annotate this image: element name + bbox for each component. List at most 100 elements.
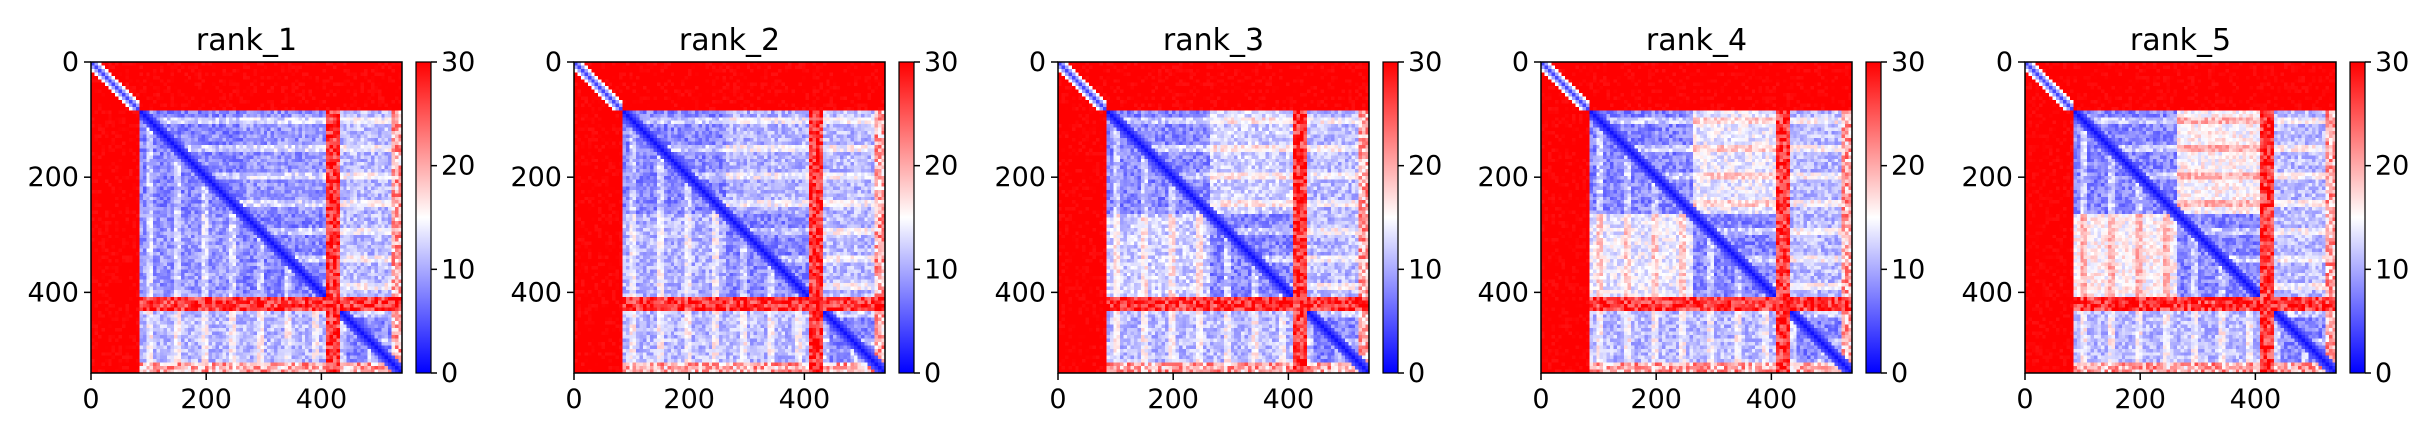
heatmap-cell xyxy=(391,86,396,91)
heatmap-cell xyxy=(132,100,137,105)
heatmap-cell xyxy=(367,131,372,136)
heatmap-cell xyxy=(339,100,344,105)
heatmap-cell xyxy=(111,186,116,191)
heatmap-cell xyxy=(118,117,123,122)
heatmap-cell xyxy=(322,100,327,105)
heatmap-cell xyxy=(163,86,168,91)
heatmap-cell xyxy=(180,162,185,167)
heatmap-cell xyxy=(332,68,337,73)
heatmap-cell xyxy=(167,62,172,67)
heatmap-cell xyxy=(173,79,178,84)
heatmap-cell xyxy=(198,113,203,118)
heatmap-cell xyxy=(353,110,358,115)
heatmap-cell xyxy=(322,86,327,91)
heatmap-cell xyxy=(191,231,196,236)
heatmap-cell xyxy=(284,127,289,132)
heatmap-cell xyxy=(319,62,324,67)
heatmap-cell xyxy=(198,124,203,129)
heatmap-cell xyxy=(246,62,251,67)
heatmap-cell xyxy=(194,131,199,136)
heatmap-cell xyxy=(260,207,265,212)
heatmap-cell xyxy=(249,127,255,132)
heatmap-cell xyxy=(384,96,389,101)
heatmap-cell xyxy=(184,82,189,87)
heatmap-cell xyxy=(284,151,289,156)
heatmap-cell xyxy=(308,103,313,108)
heatmap-cell xyxy=(163,82,168,87)
heatmap-cell xyxy=(374,75,379,80)
heatmap-cell xyxy=(291,127,296,132)
heatmap-cell xyxy=(104,103,109,108)
heatmap-cell xyxy=(205,131,210,136)
heatmap-cell xyxy=(284,120,289,125)
heatmap-cell xyxy=(305,231,310,236)
heatmap-cell xyxy=(198,110,203,115)
heatmap-cell xyxy=(377,238,382,243)
heatmap-cell xyxy=(308,106,313,111)
heatmap-cell xyxy=(236,120,241,125)
heatmap-cell xyxy=(315,144,320,149)
heatmap-cell xyxy=(384,193,389,198)
heatmap-cell xyxy=(298,103,303,108)
heatmap-cell xyxy=(146,124,151,129)
heatmap-cell xyxy=(360,176,365,181)
heatmap-cell xyxy=(239,72,244,77)
heatmap-cell xyxy=(135,120,140,125)
heatmap-cell xyxy=(346,106,351,111)
heatmap-cell xyxy=(173,86,178,91)
heatmap-cell xyxy=(218,89,223,94)
heatmap-cell xyxy=(215,113,220,118)
heatmap-cell xyxy=(173,127,178,132)
heatmap-cell xyxy=(332,110,337,115)
heatmap-cell xyxy=(142,93,147,98)
heatmap-cell xyxy=(249,100,255,105)
heatmap-cell xyxy=(267,193,272,198)
heatmap-cell xyxy=(332,86,337,91)
heatmap-cell xyxy=(281,103,286,108)
heatmap-cell xyxy=(97,106,102,111)
heatmap-cell xyxy=(336,151,341,156)
heatmap-cell xyxy=(246,124,251,129)
heatmap-cell xyxy=(205,65,210,70)
heatmap-cell xyxy=(291,124,296,129)
heatmap-cell xyxy=(343,68,348,73)
heatmap-cell xyxy=(398,110,403,115)
heatmap-cell xyxy=(308,113,313,118)
heatmap-cell xyxy=(281,65,286,70)
heatmap-cell xyxy=(156,68,161,73)
heatmap-cell xyxy=(122,193,127,198)
heatmap-cell xyxy=(201,103,206,108)
heatmap-cell xyxy=(253,169,258,174)
heatmap-cell xyxy=(97,238,102,243)
heatmap-cell xyxy=(381,106,386,111)
heatmap-cell xyxy=(360,68,365,73)
heatmap-cell xyxy=(191,93,196,98)
heatmap-cell xyxy=(142,79,147,84)
heatmap-cell xyxy=(229,169,234,174)
heatmap-cell xyxy=(370,162,375,167)
heatmap-cell xyxy=(222,75,227,80)
heatmap-cell xyxy=(111,151,116,156)
heatmap-cell xyxy=(374,100,379,105)
heatmap-cell xyxy=(360,207,365,212)
heatmap-cell xyxy=(246,238,251,243)
heatmap-cell xyxy=(177,89,182,94)
heatmap-cell xyxy=(111,231,116,236)
heatmap-cell xyxy=(135,245,140,250)
heatmap-cell xyxy=(115,72,120,77)
heatmap-cell xyxy=(167,155,172,160)
heatmap-cell xyxy=(305,100,310,105)
heatmap-cell xyxy=(253,110,258,115)
heatmap-cell xyxy=(308,86,313,91)
heatmap-cell xyxy=(229,155,234,160)
heatmap-cell xyxy=(170,79,175,84)
heatmap-cell xyxy=(215,186,220,191)
heatmap-cell xyxy=(229,134,234,139)
heatmap-cell xyxy=(232,79,237,84)
heatmap-cell xyxy=(205,62,210,67)
heatmap-cell xyxy=(377,144,382,149)
heatmap-cell xyxy=(104,144,109,149)
heatmap-cell xyxy=(370,224,375,229)
heatmap-cell xyxy=(129,176,134,181)
heatmap-cell xyxy=(229,138,234,143)
